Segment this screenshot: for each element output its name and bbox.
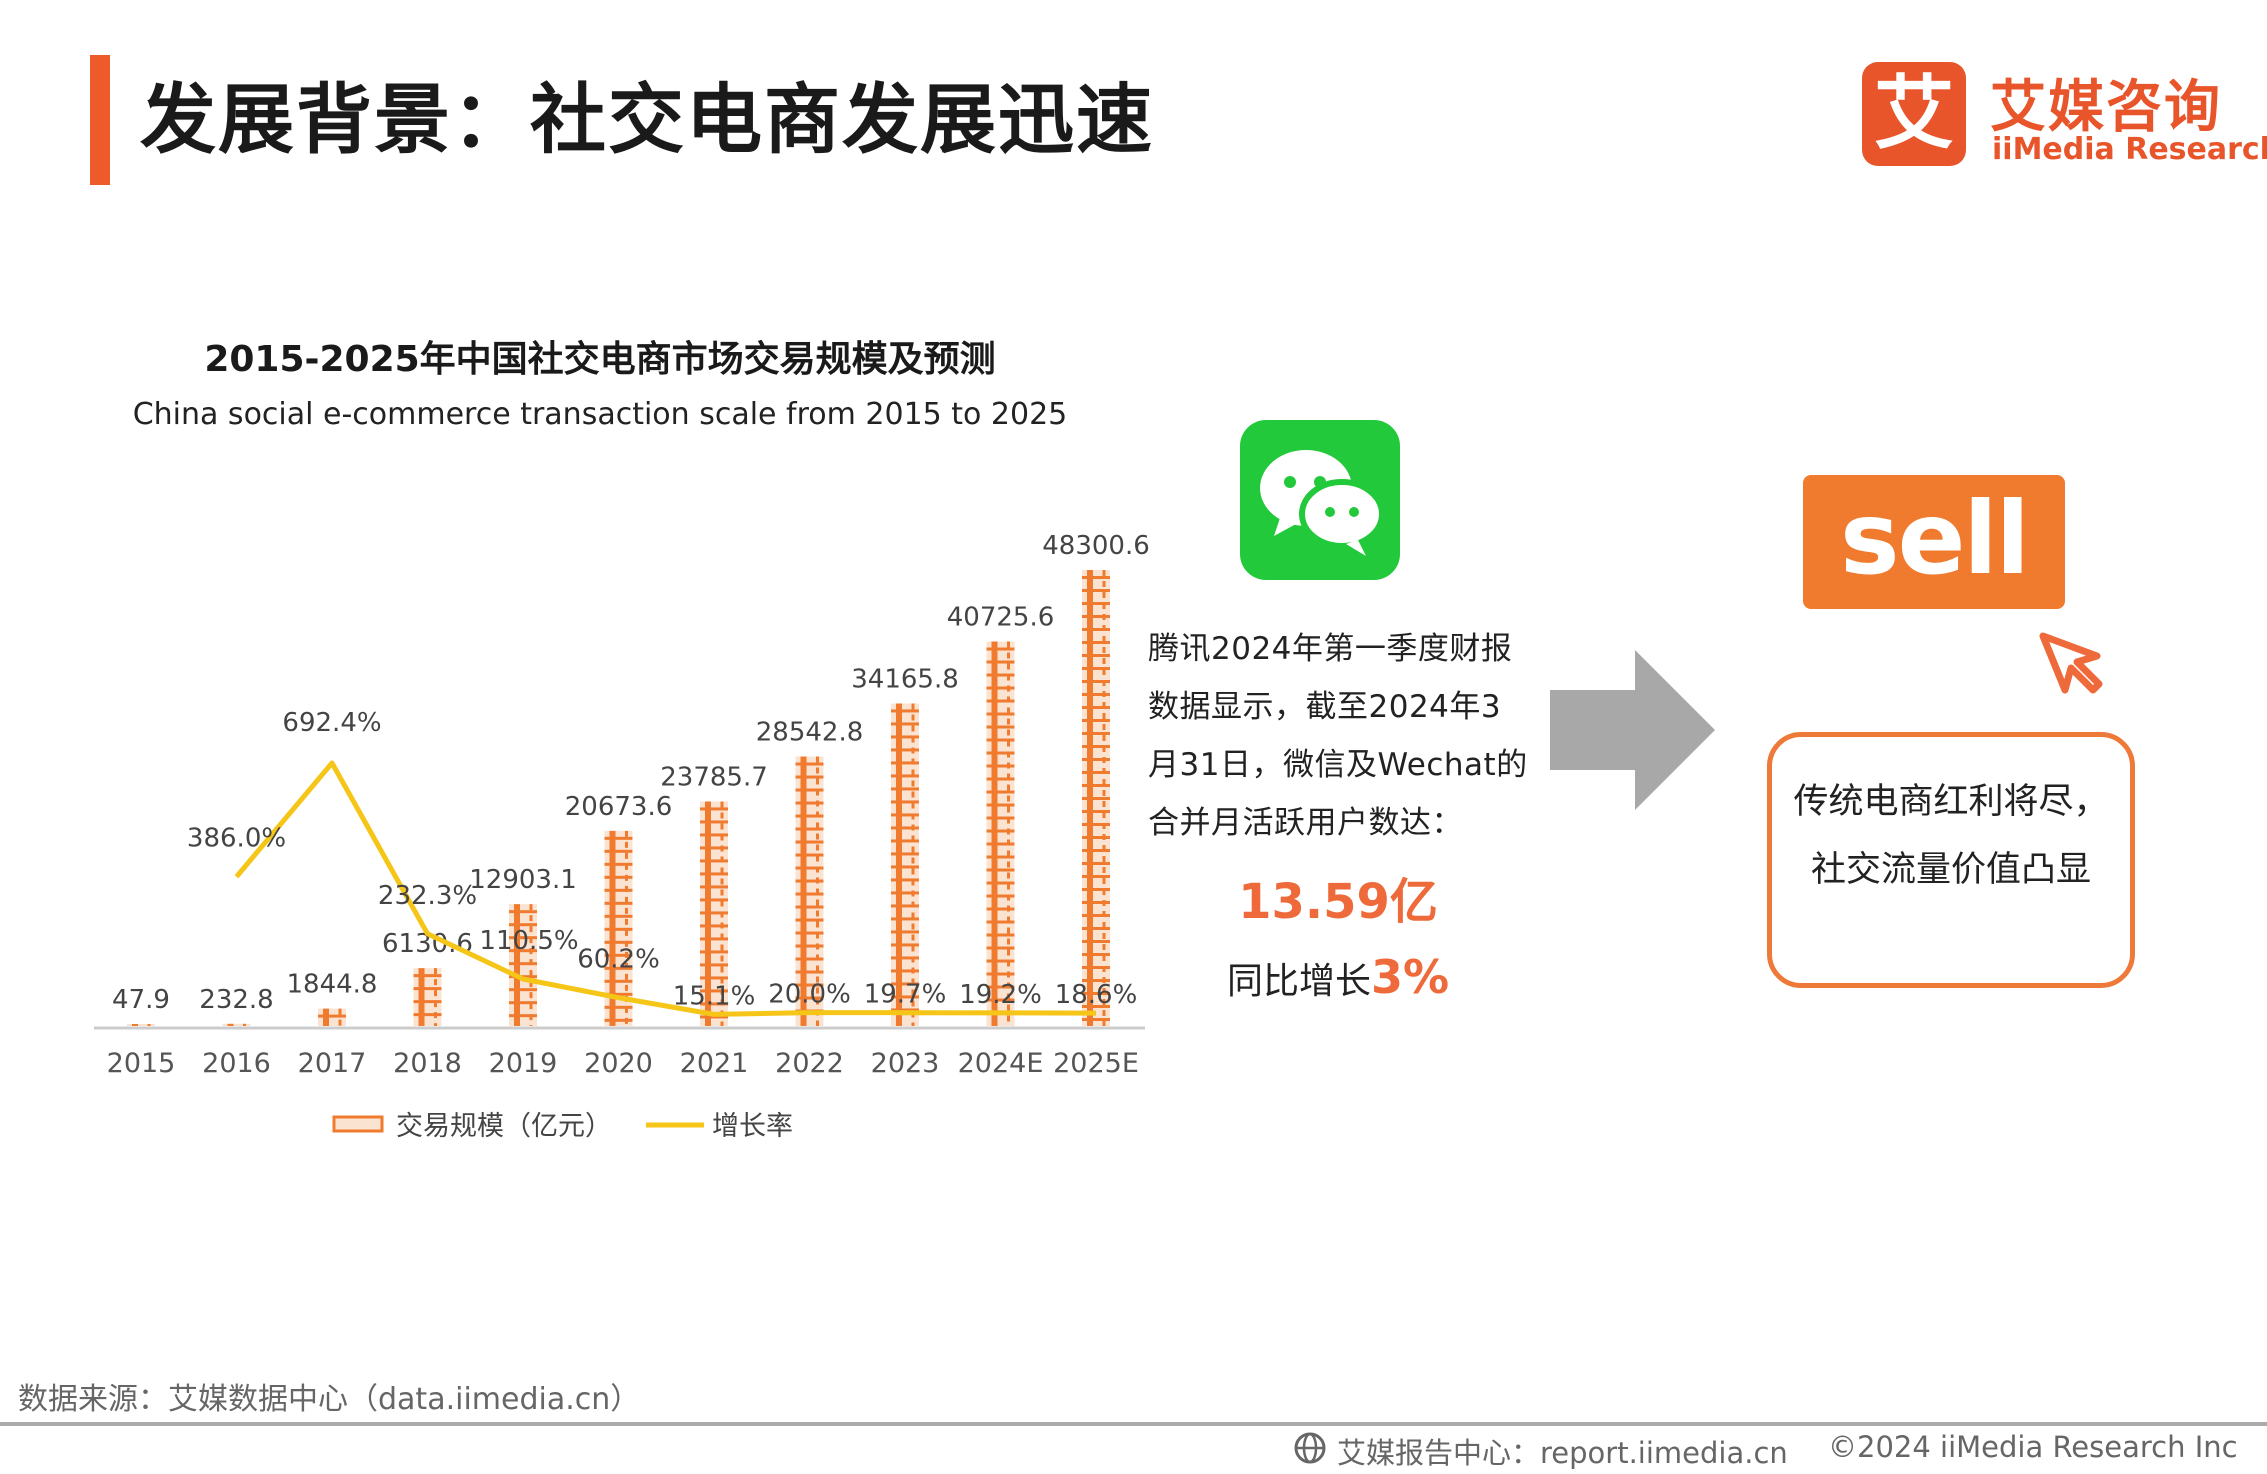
- right-arrow-icon: [1550, 650, 1715, 810]
- bar-value-label: 28542.8: [756, 718, 864, 748]
- bar-value-label: 40725.6: [947, 603, 1055, 633]
- bar-2025E: [1082, 570, 1110, 1026]
- x-tick-label: 2015: [107, 1048, 176, 1079]
- bar-value-label: 48300.6: [1042, 531, 1150, 561]
- growth-rate-label: 60.2%: [577, 945, 660, 975]
- chart-legend: 交易规模（亿元） 增长率: [332, 1111, 793, 1142]
- logo-en-text: iiMedia Research: [1992, 132, 2267, 167]
- page-title: 发展背景：社交电商发展迅速: [140, 75, 1154, 164]
- growth-rate-label: 386.0%: [187, 824, 286, 854]
- bar-value-label: 12903.1: [469, 865, 577, 895]
- chart-title: 2015-2025年中国社交电商市场交易规模及预测: [204, 339, 996, 380]
- growth-rate-label: 15.1%: [673, 981, 756, 1011]
- report-center-link[interactable]: 艾媒报告中心：report.iimedia.cn: [1337, 1436, 1788, 1470]
- bar-2016: [222, 1023, 251, 1026]
- wechat-icon: [1240, 420, 1400, 580]
- growth-prefix: 同比增长: [1226, 961, 1371, 1002]
- chart-subtitle: China social e-commerce transaction scal…: [132, 397, 1068, 432]
- growth-rate-label: 18.6%: [1055, 980, 1138, 1010]
- legend-label-rate: 增长率: [712, 1111, 793, 1142]
- bar-2021: [700, 801, 728, 1026]
- bar-value-label: 34165.8: [851, 664, 959, 694]
- growth-rate-label: 20.0%: [768, 980, 851, 1010]
- iimedia-logo[interactable]: 艾 艾媒咨询 iiMedia Research: [1862, 62, 2267, 172]
- title-accent-bar: [90, 55, 110, 185]
- footer-divider: [0, 1422, 2267, 1426]
- growth-rate-label: 19.2%: [959, 980, 1042, 1010]
- wechat-mau-value: 13.59亿: [1238, 874, 1438, 930]
- globe-icon: [1294, 1432, 1326, 1464]
- logo-mark: 艾: [1862, 62, 1966, 166]
- x-tick-label: 2025E: [1053, 1048, 1139, 1079]
- x-tick-label: 2022: [775, 1048, 844, 1079]
- insight-text: 传统电商红利将尽，社交流量价值凸显: [1793, 782, 2109, 890]
- bar-2023: [891, 703, 919, 1026]
- logo-cn-text: 艾媒咨询: [1990, 75, 2222, 140]
- x-tick-label: 2017: [298, 1048, 367, 1079]
- x-tick-label: 2023: [871, 1048, 940, 1079]
- growth-rate-label: 110.5%: [479, 926, 578, 956]
- transaction-scale-chart: 47.92015232.820161844.820176130.62018129…: [94, 531, 1150, 1142]
- bar-2024E: [986, 641, 1015, 1026]
- bar-value-label: 23785.7: [660, 762, 768, 792]
- copyright: ©2024 iiMedia Research Inc: [1828, 1430, 2238, 1464]
- growth-rate-line: [234, 760, 1097, 1017]
- growth-rate-label: 232.3%: [378, 881, 477, 911]
- growth-rate-label: 692.4%: [282, 708, 381, 738]
- legend-bar-swatch: [332, 1115, 384, 1133]
- x-tick-label: 2016: [202, 1048, 271, 1079]
- cursor-click-icon: [2039, 632, 2103, 694]
- x-tick-label: 2020: [584, 1048, 653, 1079]
- growth-rate-label: 19.7%: [864, 980, 947, 1010]
- data-source: 数据来源：艾媒数据中心（data.iimedia.cn）: [18, 1382, 641, 1417]
- growth-value: 3%: [1370, 950, 1450, 1004]
- bar-value-label: 1844.8: [287, 970, 378, 1000]
- bar-2018: [413, 968, 442, 1026]
- bar-value-label: 232.8: [199, 985, 273, 1015]
- bar-2017: [318, 1008, 346, 1026]
- tencent-report-text: 腾讯2024年第一季度财报数据显示，截至2024年3月31日，微信及Wechat…: [1148, 631, 1528, 841]
- x-tick-label: 2021: [680, 1048, 749, 1079]
- x-tick-label: 2019: [489, 1048, 558, 1079]
- yoy-growth: 同比增长3%: [1148, 950, 1528, 1004]
- bar-2022: [795, 756, 824, 1026]
- bar-value-label: 47.9: [112, 985, 170, 1015]
- insight-box: [1767, 732, 2135, 988]
- bar-value-label: 20673.6: [565, 792, 673, 822]
- x-tick-label: 2024E: [958, 1048, 1044, 1079]
- x-tick-label: 2018: [393, 1048, 462, 1079]
- legend-label-scale: 交易规模（亿元）: [396, 1111, 612, 1142]
- sell-badge: sell: [1803, 475, 2065, 609]
- bar-2015: [127, 1024, 155, 1026]
- bar-2019: [509, 904, 537, 1026]
